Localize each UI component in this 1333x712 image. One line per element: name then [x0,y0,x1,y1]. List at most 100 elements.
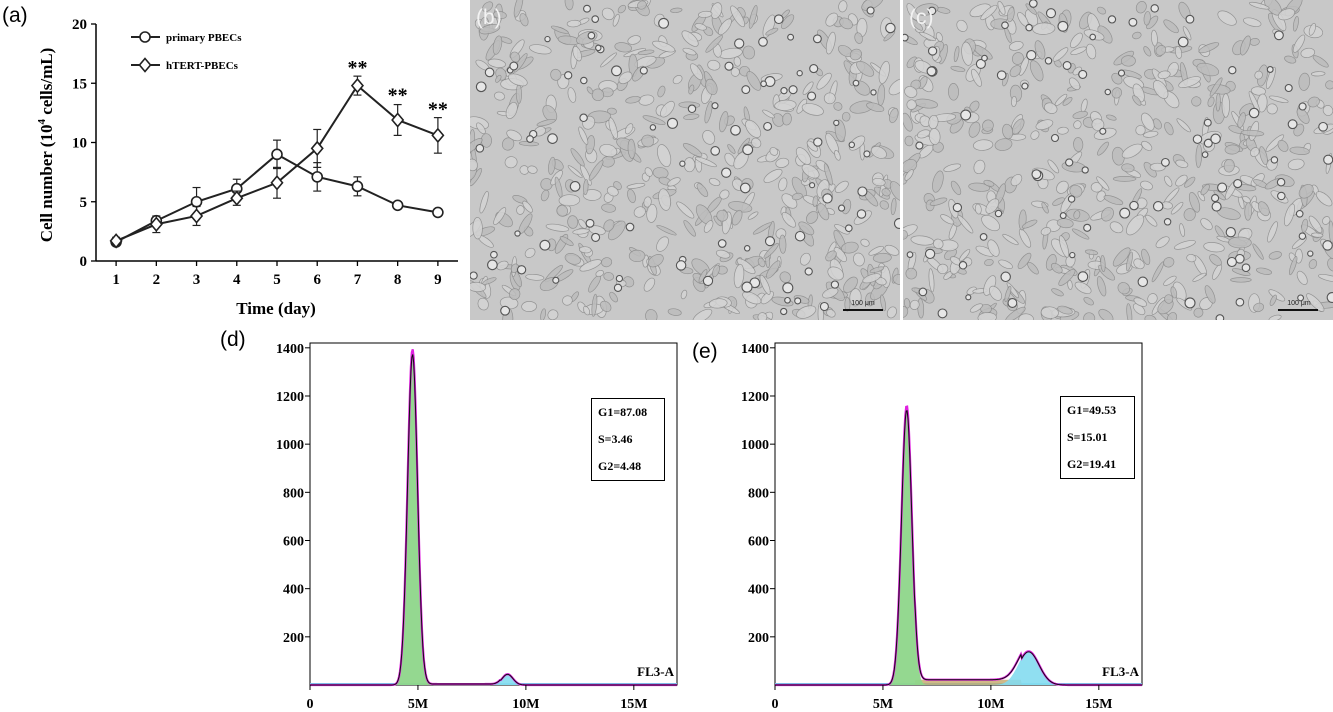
rounded-cell [1203,118,1212,127]
cell [1056,180,1069,194]
cell [929,197,948,206]
data-histogram-line [775,410,1142,686]
cell [697,10,713,18]
cell [1308,215,1323,234]
rounded-cell [639,66,648,75]
cell [1311,232,1324,238]
cell [493,207,507,226]
cell [1112,176,1137,182]
cell [733,264,745,289]
cell [950,65,966,72]
cell [774,99,797,111]
cell [877,84,886,106]
cell [878,60,890,84]
cell [968,182,991,192]
cell [642,115,666,125]
cell [504,156,518,169]
cell [1121,163,1135,173]
cell [588,160,604,181]
cell [849,288,862,307]
significance-label: ** [347,57,367,79]
cell [889,107,899,124]
rounded-cell [866,6,875,15]
scale-bar-label: 100 μm [1287,300,1311,307]
cell [1105,114,1117,121]
cell [853,252,865,267]
rounded-cell [1078,69,1088,79]
rounded-cell [475,81,487,93]
series-diamond [109,75,445,249]
cell [1011,52,1024,65]
cell [872,252,892,263]
cell [1298,184,1314,199]
cell [1083,312,1096,320]
rounded-cell [1107,15,1117,24]
cell [1221,93,1230,118]
cell [660,100,675,118]
cell [1149,162,1166,172]
rounded-cell [583,4,591,13]
cell [904,86,918,98]
rounded-cell [819,301,829,312]
cell [1176,118,1191,133]
y-tick-label: 1200 [276,390,304,405]
stat-g1: G1=49.53 [1067,403,1117,417]
cell [628,249,646,263]
cell [510,51,521,63]
cell [637,49,655,56]
cell [715,249,731,259]
rounded-cell [1077,271,1089,282]
rounded-cell [773,14,784,25]
scale-bar [843,309,883,311]
cell [529,44,552,55]
rounded-cell [780,307,788,316]
cell [988,285,1003,301]
cell [522,200,533,213]
cell [1043,102,1058,114]
cell [643,277,656,292]
rounded-cell [1104,88,1112,96]
rounded-cell [591,15,600,23]
channel-label: FL3-A [637,664,674,679]
cell [567,215,579,229]
rounded-cell [1152,201,1164,212]
cell [1265,134,1285,152]
cell [956,19,968,32]
cell [781,14,795,30]
cell [1292,34,1306,53]
data-point [310,140,324,157]
cell [1254,70,1263,80]
cell [1011,95,1017,108]
rounded-cell [763,121,773,131]
cell [1184,176,1196,188]
cell [1200,218,1213,231]
cell [476,122,486,135]
cell [1277,139,1289,152]
cell [769,147,779,156]
cell [1072,110,1088,119]
cell [1070,32,1083,49]
cell [1155,45,1167,56]
y-axis-label: Cell number (104 cells/mL) [36,48,56,243]
cell [1098,308,1114,320]
rounded-cell [1241,263,1251,273]
cell [933,238,944,250]
rounded-cell [1192,134,1203,144]
rounded-cell [687,104,697,114]
cell [823,92,836,105]
cell [1164,121,1174,136]
rounded-cell [960,109,972,121]
cell [998,259,1013,270]
cell [719,111,729,133]
cell [825,250,837,262]
rounded-cell [615,274,624,283]
cell [710,2,723,19]
rounded-cell [544,35,551,43]
cell [1217,10,1237,26]
cell [823,163,833,186]
x-tick-label: 7 [354,272,362,288]
cell [805,211,819,224]
cell [1170,286,1178,299]
cell [1248,1,1270,10]
cell [527,165,538,174]
